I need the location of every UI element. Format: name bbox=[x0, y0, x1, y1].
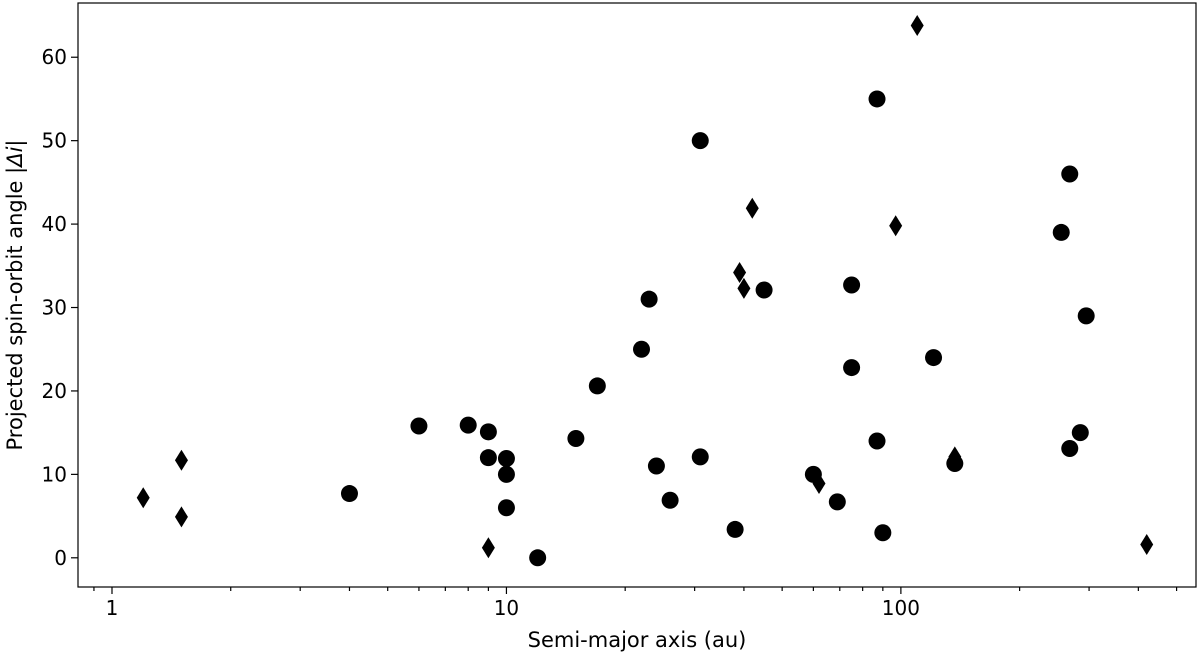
circle-point bbox=[479, 449, 497, 467]
circle-point bbox=[843, 359, 861, 377]
plot-frame bbox=[77, 2, 1197, 588]
circle-point bbox=[567, 429, 585, 447]
diamond-point bbox=[733, 261, 747, 283]
diamond-point bbox=[136, 487, 150, 509]
circle-point bbox=[1061, 440, 1079, 458]
y-tick-label: 30 bbox=[42, 296, 67, 320]
circle-point bbox=[497, 499, 515, 517]
circle-point bbox=[529, 549, 547, 567]
circle-point bbox=[640, 290, 658, 308]
x-tick-label: 100 bbox=[882, 596, 920, 620]
diamond-point bbox=[745, 197, 759, 219]
circle-point bbox=[1061, 165, 1079, 183]
y-axis-label: Projected spin-orbit angle |Δi| bbox=[3, 139, 28, 450]
circle-point bbox=[691, 448, 709, 466]
circle-point bbox=[868, 90, 886, 108]
circle-point bbox=[647, 457, 665, 475]
x-axis-ticks: 1 10 100 bbox=[93, 587, 1178, 620]
x-tick-label: 1 bbox=[106, 596, 119, 620]
y-axis-label-suffix: | bbox=[3, 139, 28, 146]
circle-point bbox=[661, 491, 679, 509]
y-axis-ticks: 0 10 20 30 40 50 60 bbox=[42, 45, 78, 570]
circle-point bbox=[340, 485, 358, 503]
y-tick-label: 10 bbox=[42, 462, 67, 486]
circle-point bbox=[691, 132, 709, 150]
circle-point bbox=[459, 416, 477, 434]
diamond-point bbox=[948, 446, 962, 468]
circle-point bbox=[497, 465, 515, 483]
x-axis-label: Semi-major axis (au) bbox=[528, 628, 747, 652]
diamond-point bbox=[1140, 533, 1154, 555]
diamond-point bbox=[737, 277, 751, 299]
y-tick-label: 60 bbox=[42, 45, 67, 69]
diamond-point bbox=[812, 473, 826, 495]
data-points bbox=[136, 15, 1154, 567]
circle-point bbox=[726, 520, 744, 538]
y-tick-label: 20 bbox=[42, 379, 67, 403]
diamond-point bbox=[910, 15, 924, 37]
diamond-point bbox=[481, 537, 495, 559]
y-tick-label: 40 bbox=[42, 212, 67, 236]
y-tick-label: 50 bbox=[42, 129, 67, 153]
circle-point bbox=[868, 432, 886, 450]
circle-point bbox=[1071, 424, 1089, 442]
circle-point bbox=[633, 340, 651, 358]
diamond-point bbox=[174, 449, 188, 471]
circle-point bbox=[843, 276, 861, 294]
diamond-point bbox=[889, 215, 903, 237]
y-axis-label-math: Δi bbox=[3, 146, 27, 168]
circle-point bbox=[479, 423, 497, 441]
circle-point bbox=[1077, 307, 1095, 325]
circle-point bbox=[1052, 223, 1070, 241]
circle-point bbox=[755, 281, 773, 299]
x-tick-label: 10 bbox=[494, 596, 519, 620]
diamond-point bbox=[174, 506, 188, 528]
circle-point bbox=[828, 493, 846, 511]
y-axis-label-prefix: Projected spin-orbit angle | bbox=[3, 167, 28, 451]
circle-point bbox=[925, 349, 943, 367]
circle-point bbox=[874, 524, 892, 542]
circle-point bbox=[588, 377, 606, 395]
circle-point bbox=[497, 450, 515, 468]
y-tick-label: 0 bbox=[54, 546, 67, 570]
circle-point bbox=[410, 417, 428, 435]
